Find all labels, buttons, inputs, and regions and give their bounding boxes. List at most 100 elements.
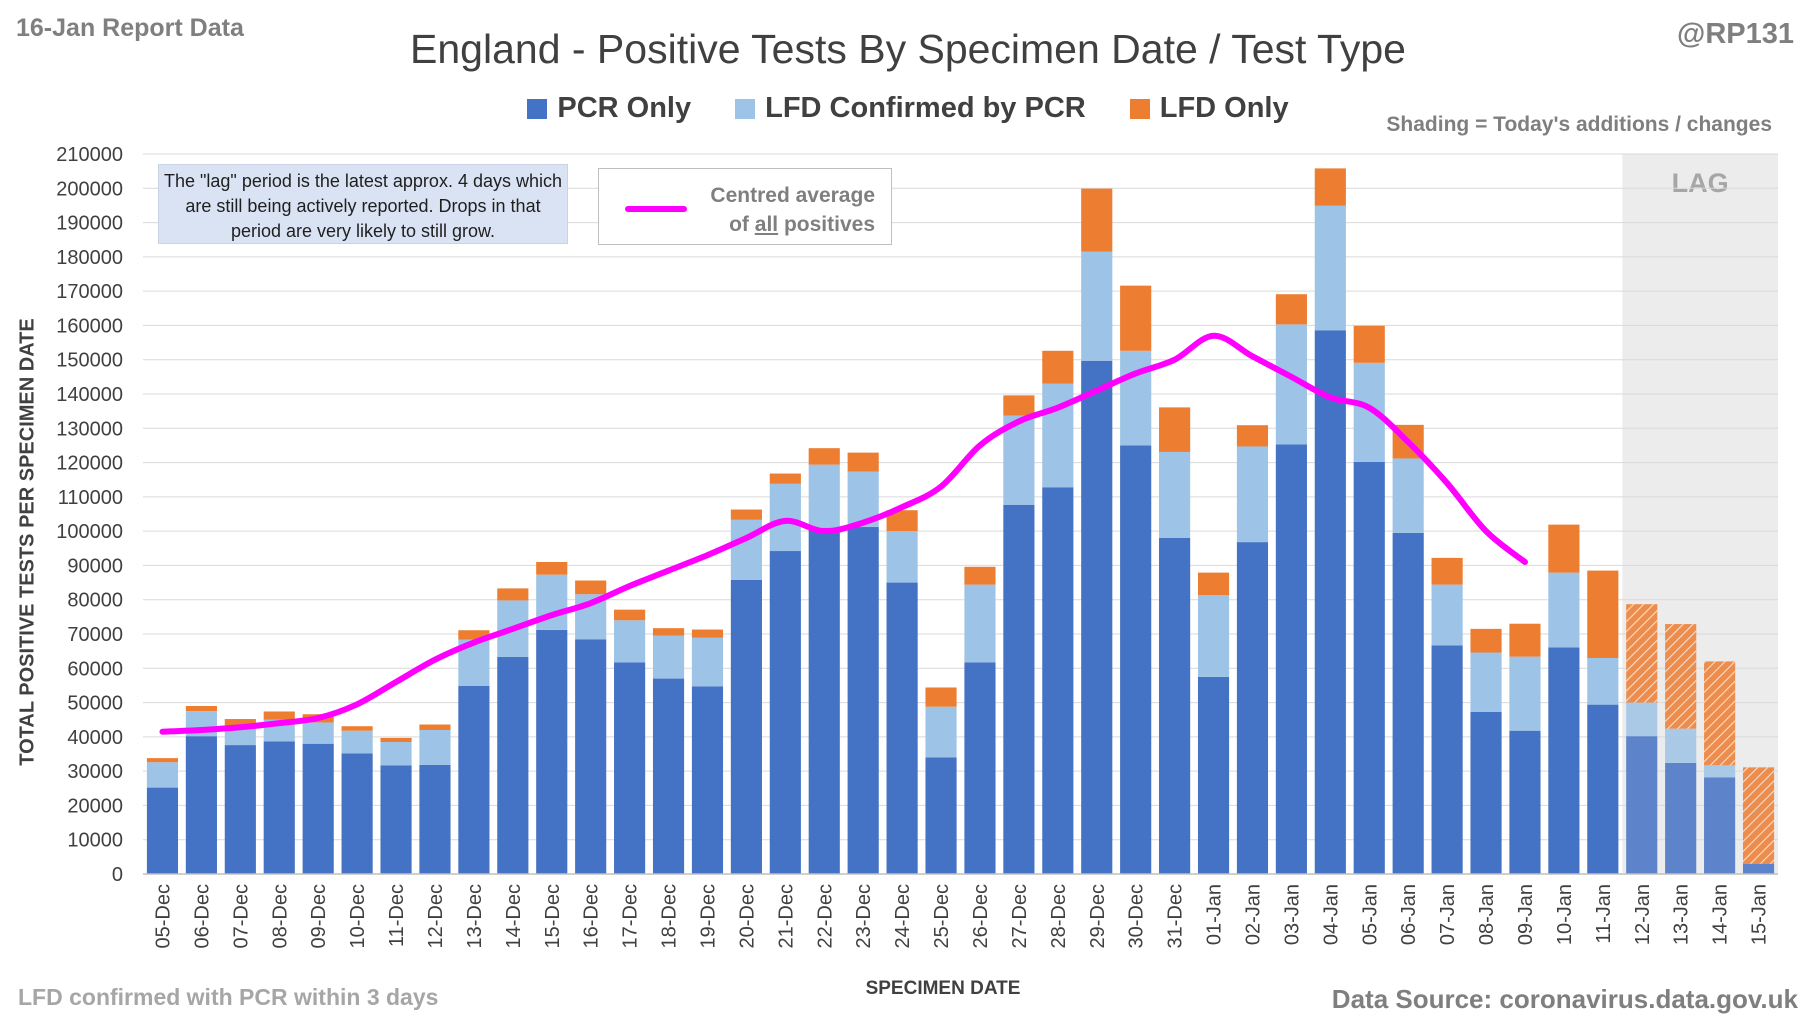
average-legend-text: Centred average of all positives — [710, 181, 875, 239]
legend-label-lfd-only: LFD Only — [1159, 92, 1289, 124]
bar-pcr-only — [1470, 711, 1502, 874]
x-tick-label: 31-Dec — [1165, 884, 1187, 948]
bar-hatch-overlay — [1742, 767, 1775, 864]
bar-lfd-only — [769, 473, 801, 484]
x-tick-label: 25-Dec — [931, 884, 953, 948]
bar-lfd-only — [1470, 628, 1502, 653]
x-tick-label: 16-Dec — [581, 884, 603, 948]
chart-title: England - Positive Tests By Specimen Dat… — [410, 26, 1406, 72]
y-axis-label: TOTAL POSITIVE TESTS PER SPECIMEN DATE — [16, 318, 39, 766]
y-tick-label: 10000 — [67, 830, 123, 852]
x-tick-label: 17-Dec — [620, 884, 642, 948]
y-tick-label: 80000 — [67, 590, 123, 612]
bar-lfd-only — [730, 509, 762, 520]
x-tick-label: 19-Dec — [697, 884, 719, 948]
bar-pcr-only — [1665, 762, 1697, 874]
bar-lfd-only — [886, 510, 918, 532]
bar-pcr-only — [1704, 777, 1736, 874]
bar-lfd-only — [1159, 407, 1191, 452]
bar-pcr-only — [614, 662, 646, 874]
bar-pcr-only — [1120, 445, 1152, 874]
bar-lfd-only — [497, 588, 529, 601]
x-tick-label: 05-Dec — [152, 884, 174, 948]
bar-lfd-only — [1353, 325, 1385, 363]
y-tick-label: 170000 — [56, 281, 123, 303]
bar-lfd-confirmed-by-pcr — [1392, 458, 1424, 533]
average-line-swatch — [625, 206, 687, 212]
y-tick-label: 100000 — [56, 521, 123, 543]
data-source-note: Data Source: coronavirus.data.gov.uk — [1331, 984, 1798, 1014]
bar-pcr-only — [1626, 736, 1658, 874]
x-tick-label: 06-Dec — [191, 884, 213, 948]
bar-lfd-only — [652, 628, 685, 636]
legend-item-pcr-only: PCR Only — [527, 92, 691, 125]
x-tick-label: 06-Jan — [1398, 884, 1420, 945]
x-tick-label: 08-Jan — [1476, 884, 1498, 945]
x-tick-label: 09-Jan — [1515, 884, 1537, 945]
bar-pcr-only — [808, 527, 840, 874]
y-tick-label: 130000 — [56, 418, 123, 440]
bar-lfd-confirmed-by-pcr — [1548, 572, 1580, 648]
bar-pcr-only — [1587, 704, 1619, 874]
x-tick-label: 22-Dec — [814, 884, 836, 948]
bar-lfd-only — [964, 566, 996, 585]
bar-lfd-only — [1509, 623, 1541, 657]
bar-hatch-overlay — [1704, 661, 1736, 766]
bar-lfd-only — [185, 706, 217, 712]
bar-pcr-only — [1548, 647, 1580, 874]
bar-lfd-confirmed-by-pcr — [419, 730, 451, 765]
x-tick-label: 13-Dec — [464, 884, 486, 948]
y-tick-label: 40000 — [67, 727, 123, 749]
y-tick-label: 140000 — [56, 384, 123, 406]
bar-lfd-only — [224, 719, 256, 726]
bar-lfd-only — [380, 737, 412, 742]
x-tick-label: 14-Dec — [503, 884, 525, 948]
x-tick-label: 14-Jan — [1710, 884, 1732, 945]
bar-lfd-confirmed-by-pcr — [1431, 584, 1463, 646]
x-tick-label: 07-Dec — [230, 884, 252, 948]
author-handle: @RP131 — [1677, 18, 1794, 50]
bar-pcr-only — [691, 686, 724, 874]
bar-lfd-confirmed-by-pcr — [691, 637, 724, 687]
bar-lfd-confirmed-by-pcr — [380, 742, 412, 766]
y-tick-label: 50000 — [67, 693, 123, 715]
bar-lfd-only — [1042, 350, 1074, 384]
bar-lfd-only — [1236, 425, 1269, 447]
bar-lfd-confirmed-by-pcr — [925, 706, 957, 758]
y-tick-label: 20000 — [67, 795, 123, 817]
bar-pcr-only — [652, 678, 685, 874]
bar-pcr-only — [1275, 444, 1307, 874]
bar-lfd-only — [263, 711, 295, 720]
bar-lfd-only — [614, 609, 646, 621]
bar-pcr-only — [575, 639, 607, 874]
bar-pcr-only — [964, 662, 996, 874]
bar-lfd-only — [419, 724, 451, 730]
bar-pcr-only — [1159, 538, 1191, 874]
shading-note: Shading = Today's additions / changes — [1386, 113, 1772, 136]
x-tick-label: 02-Jan — [1242, 884, 1264, 945]
bar-lfd-confirmed-by-pcr — [886, 531, 918, 583]
bar-pcr-only — [341, 753, 373, 874]
bar-lfd-only — [1081, 188, 1113, 252]
bar-pcr-only — [263, 741, 295, 874]
legend-label-lfd-confirmed: LFD Confirmed by PCR — [765, 92, 1086, 124]
bar-lfd-only — [1120, 285, 1152, 351]
x-tick-label: 01-Jan — [1204, 884, 1226, 945]
y-tick-label: 110000 — [58, 487, 123, 509]
bar-lfd-confirmed-by-pcr — [964, 584, 996, 663]
bar-lfd-confirmed-by-pcr — [1120, 350, 1152, 446]
bar-pcr-only — [302, 743, 334, 874]
y-tick-label: 90000 — [67, 555, 123, 577]
bar-lfd-confirmed-by-pcr — [1197, 595, 1230, 677]
bar-pcr-only — [1003, 504, 1035, 874]
bar-pcr-only — [1042, 487, 1074, 874]
bar-lfd-only — [847, 452, 879, 472]
y-tick-label: 210000 — [56, 144, 123, 166]
x-tick-label: 10-Dec — [347, 884, 369, 948]
bar-lfd-confirmed-by-pcr — [302, 722, 334, 744]
bar-lfd-confirmed-by-pcr — [769, 483, 801, 552]
x-tick-label: 11-Jan — [1593, 884, 1615, 944]
bar-pcr-only — [458, 685, 490, 874]
bar-lfd-only — [536, 562, 568, 575]
bar-pcr-only — [185, 736, 217, 874]
